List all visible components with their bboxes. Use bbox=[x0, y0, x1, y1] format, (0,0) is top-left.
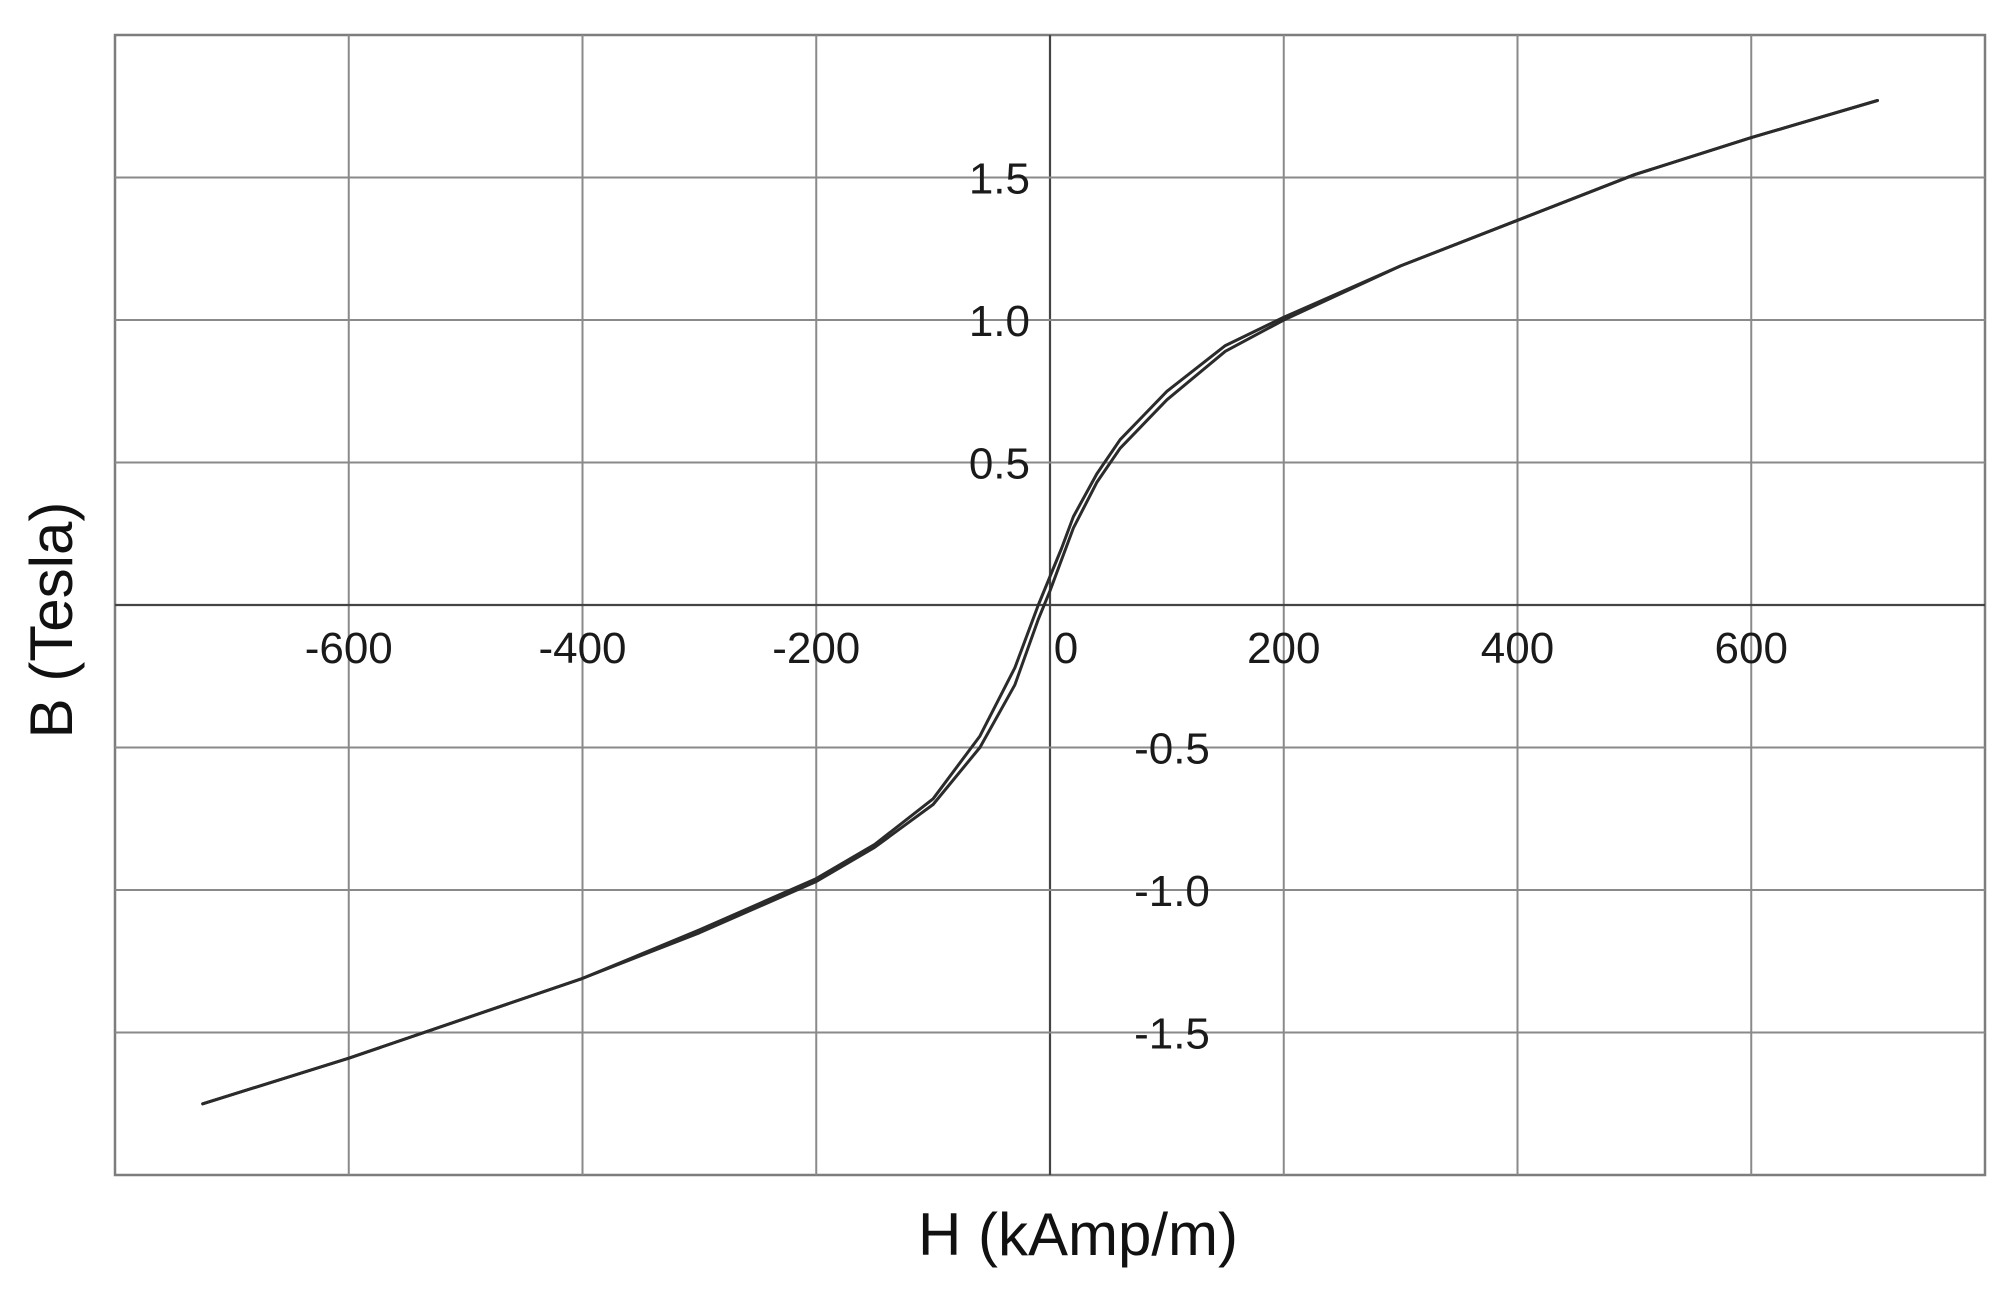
y-axis-label: B (Tesla) bbox=[18, 502, 85, 739]
bh-curve-branch-upper bbox=[201, 99, 1879, 1106]
y-tick-label: -0.5 bbox=[1134, 725, 1210, 774]
x-tick-label: -600 bbox=[305, 624, 393, 673]
y-tick-label: -1.5 bbox=[1134, 1010, 1210, 1059]
x-tick-label: 400 bbox=[1481, 624, 1554, 673]
x-axis-label: H (kAmp/m) bbox=[918, 1201, 1238, 1268]
x-tick-label: 600 bbox=[1715, 624, 1788, 673]
y-tick-label: 1.0 bbox=[969, 297, 1030, 346]
x-tick-label: -400 bbox=[538, 624, 626, 673]
x-tick-label: 200 bbox=[1247, 624, 1320, 673]
y-tick-labels: -1.5 -1.0 -0.5 0.5 1.0 1.5 bbox=[969, 155, 1210, 1059]
y-tick-label: 0.5 bbox=[969, 440, 1030, 489]
y-tick-label: 1.5 bbox=[969, 155, 1030, 204]
x-tick-label: -200 bbox=[772, 624, 860, 673]
curves bbox=[201, 99, 1879, 1106]
y-tick-label: -1.0 bbox=[1134, 867, 1210, 916]
grid-lines bbox=[115, 35, 1985, 1175]
x-tick-labels: -600 -400 -200 0 200 400 600 bbox=[305, 624, 1788, 673]
x-tick-label: 0 bbox=[1054, 624, 1078, 673]
